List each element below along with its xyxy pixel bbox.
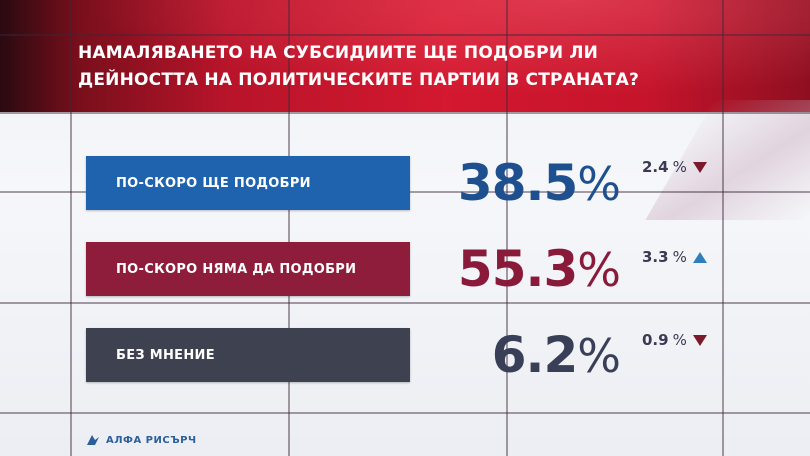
grid-line-horizontal <box>0 34 810 36</box>
bar-label: ПО-СКОРО НЯМА ДА ПОДОБРИ <box>116 261 357 277</box>
bar-label: ПО-СКОРО ЩЕ ПОДОБРИ <box>116 175 311 191</box>
grid-line-horizontal <box>0 112 810 114</box>
change-value: 2.4 <box>642 158 669 176</box>
value-unit: % <box>577 157 621 211</box>
value-unit: % <box>577 329 621 383</box>
footer-brand: АЛФА РИСЪРЧ <box>86 434 197 446</box>
arrow-up-icon <box>692 251 707 263</box>
value-number: 38.5 <box>457 154 578 212</box>
grid-line-horizontal <box>0 412 810 414</box>
change-unit: % <box>672 158 687 176</box>
header-band <box>0 0 810 112</box>
grid-line-vertical <box>506 0 508 456</box>
value-label-bez-mnenie: 6.2% <box>440 325 621 386</box>
value-number: 6.2 <box>491 326 579 384</box>
bar-label: БЕЗ МНЕНИЕ <box>116 347 215 363</box>
arrow-down-icon <box>692 161 707 173</box>
bar-poskoro-shte-podobri: ПО-СКОРО ЩЕ ПОДОБРИ <box>86 156 410 210</box>
value-label-poskoro-shte-podobri: 38.5% <box>440 153 621 214</box>
bar-bez-mnenie: БЕЗ МНЕНИЕ <box>86 328 410 382</box>
change-value: 3.3 <box>642 248 669 266</box>
value-label-poskoro-nyama-da-podobri: 55.3% <box>440 239 621 300</box>
grid-line-vertical <box>722 0 724 456</box>
grid-line-vertical <box>70 0 72 456</box>
change-unit: % <box>672 248 687 266</box>
value-unit: % <box>577 243 621 297</box>
brand-name: АЛФА РИСЪРЧ <box>106 434 197 446</box>
grid-line-vertical <box>288 0 290 456</box>
arrow-down-icon <box>692 334 707 346</box>
alpha-research-logo-icon <box>87 435 99 445</box>
grid-line-horizontal <box>0 302 810 304</box>
bar-poskoro-nyama-da-podobri: ПО-СКОРО НЯМА ДА ПОДОБРИ <box>86 242 410 296</box>
chart-title-line-1: НАМАЛЯВАНЕТО НА СУБСИДИИТЕ ЩЕ ПОДОБРИ ЛИ <box>78 43 599 63</box>
chart-title-line-2: ДЕЙНОСТТА НА ПОЛИТИЧЕСКИТЕ ПАРТИИ В СТРА… <box>78 70 640 90</box>
value-number: 55.3 <box>457 240 578 298</box>
change-value: 0.9 <box>642 331 669 349</box>
change-poskoro-shte-podobri: 2.4 % <box>642 158 722 176</box>
header-glow <box>0 0 810 112</box>
change-poskoro-nyama-da-podobri: 3.3 % <box>642 248 722 266</box>
change-bez-mnenie: 0.9 % <box>642 331 722 349</box>
change-unit: % <box>672 331 687 349</box>
chart-title: НАМАЛЯВАНЕТО НА СУБСИДИИТЕ ЩЕ ПОДОБРИ ЛИ… <box>78 40 738 94</box>
